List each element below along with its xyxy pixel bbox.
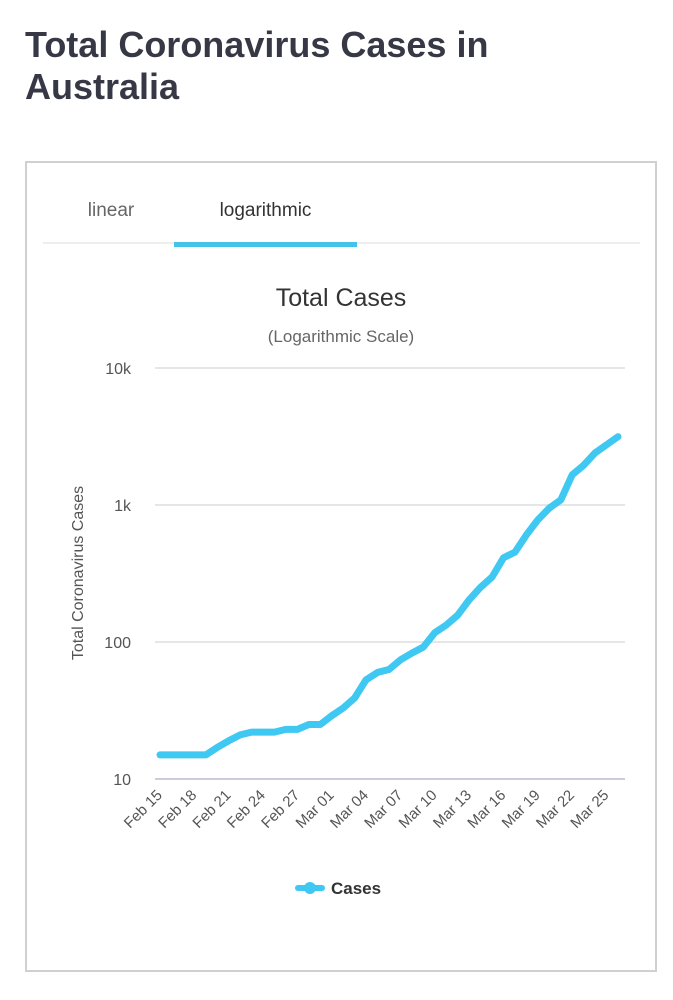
y-tick-label: 100 xyxy=(104,635,131,652)
legend-swatch-dot xyxy=(304,882,316,894)
data-point[interactable] xyxy=(363,676,370,683)
data-point[interactable] xyxy=(328,712,335,719)
data-point[interactable] xyxy=(271,729,278,736)
y-tick-label: 10k xyxy=(105,361,132,378)
data-point[interactable] xyxy=(523,531,530,538)
data-point[interactable] xyxy=(477,584,484,591)
data-point[interactable] xyxy=(282,726,289,733)
data-point[interactable] xyxy=(500,554,507,561)
legend[interactable]: Cases xyxy=(295,879,381,898)
scale-tabs: linear logarithmic xyxy=(43,190,640,247)
data-point[interactable] xyxy=(260,729,267,736)
data-point[interactable] xyxy=(431,629,438,636)
data-point[interactable] xyxy=(557,496,564,503)
data-point[interactable] xyxy=(294,726,301,733)
data-point[interactable] xyxy=(397,656,404,663)
data-point[interactable] xyxy=(340,704,347,711)
data-point[interactable] xyxy=(157,751,163,758)
data-point[interactable] xyxy=(489,574,496,581)
data-point[interactable] xyxy=(351,695,358,702)
data-point[interactable] xyxy=(191,751,198,758)
data-point[interactable] xyxy=(580,462,587,469)
data-point[interactable] xyxy=(454,612,461,619)
tab-logarithmic[interactable]: logarithmic xyxy=(174,190,357,247)
y-tick-label: 1k xyxy=(114,498,132,515)
x-tick-label: Mar 25 xyxy=(567,787,612,832)
data-point[interactable] xyxy=(534,516,541,523)
data-point[interactable] xyxy=(603,441,610,448)
chart-subtitle: (Logarithmic Scale) xyxy=(268,327,414,346)
data-point[interactable] xyxy=(248,729,255,736)
y-tick-label: 10 xyxy=(113,772,131,789)
series-line-cases xyxy=(156,433,622,759)
data-point[interactable] xyxy=(305,721,312,728)
data-point[interactable] xyxy=(615,433,621,440)
data-point[interactable] xyxy=(179,751,186,758)
chart-title: Total Cases xyxy=(276,284,407,312)
data-point[interactable] xyxy=(317,721,324,728)
data-point[interactable] xyxy=(443,622,450,629)
data-point[interactable] xyxy=(511,549,518,556)
data-point[interactable] xyxy=(225,737,232,744)
data-point[interactable] xyxy=(569,471,576,478)
data-point[interactable] xyxy=(386,666,392,673)
page-title: Total Coronavirus Cases in Australia xyxy=(25,24,489,107)
chart-card xyxy=(25,161,657,972)
data-point[interactable] xyxy=(237,731,244,738)
data-point[interactable] xyxy=(408,650,415,657)
data-point[interactable] xyxy=(214,744,221,751)
y-axis-title: Total Coronavirus Cases xyxy=(70,486,87,660)
data-point[interactable] xyxy=(546,505,553,512)
data-point[interactable] xyxy=(592,449,599,456)
data-point[interactable] xyxy=(420,643,427,650)
data-point[interactable] xyxy=(168,751,175,758)
data-point[interactable] xyxy=(374,669,381,676)
data-point[interactable] xyxy=(202,751,209,758)
tab-linear[interactable]: linear xyxy=(87,200,135,221)
legend-label-cases: Cases xyxy=(331,879,381,898)
data-point[interactable] xyxy=(466,596,473,603)
